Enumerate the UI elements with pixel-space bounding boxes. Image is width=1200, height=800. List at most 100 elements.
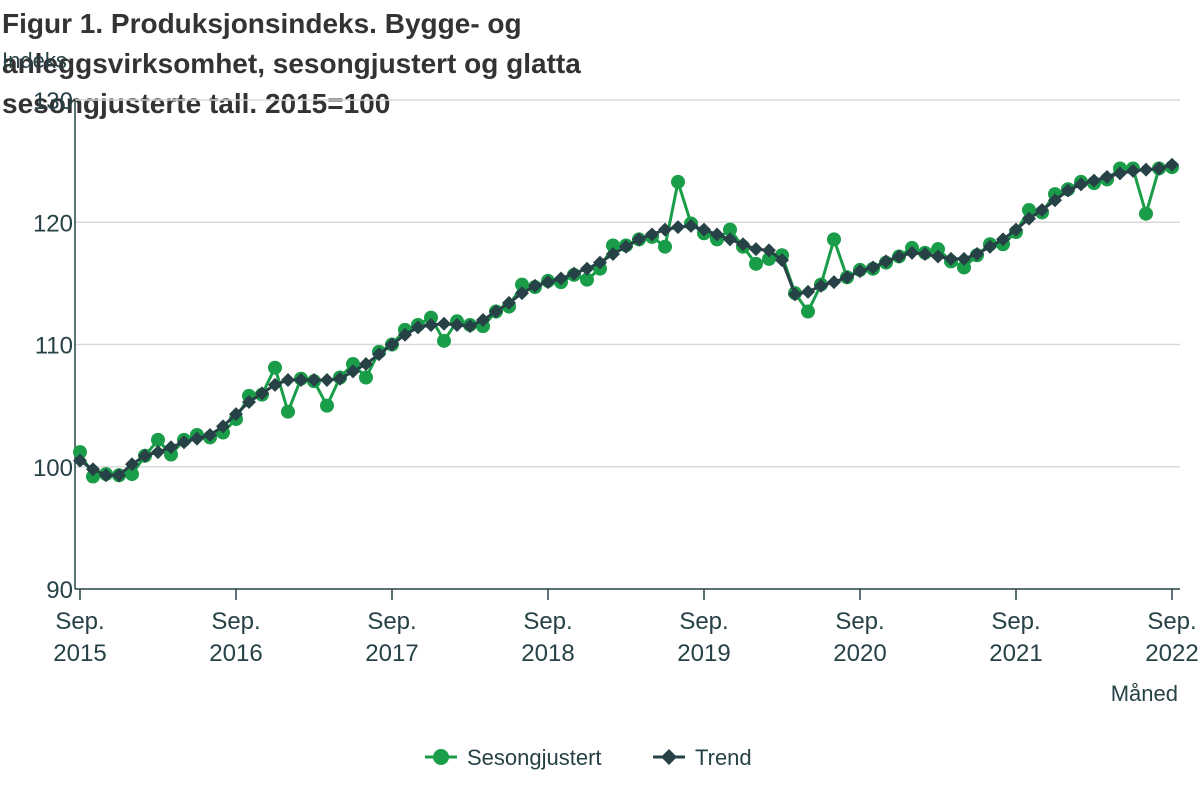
y-tick-label-100: 100 (33, 455, 73, 482)
point-trend-81 (1126, 163, 1140, 178)
y-axis-ticks: 90 100 110 120 130 (33, 88, 73, 604)
point-trend-41 (606, 247, 620, 262)
point-trend-33 (502, 295, 516, 310)
point-trend-46 (671, 220, 685, 235)
point-trend-6 (151, 445, 165, 460)
series-trend (73, 157, 1179, 483)
point-trend-42 (619, 239, 633, 254)
point-trend-65 (918, 247, 932, 262)
point-trend-47 (684, 218, 698, 233)
legend-label-sesongjustert: Sesongjustert (467, 745, 602, 770)
chart-title: Figur 1. Produksjonsindeks. Bygge- og an… (2, 8, 581, 119)
point-trend-21 (346, 364, 360, 379)
point-trend-51 (736, 237, 750, 252)
point-trend-59 (840, 270, 854, 285)
point-trend-9 (190, 431, 204, 446)
x-tick-year-2015: 2015 (53, 640, 106, 667)
point-trend-24 (385, 337, 399, 352)
point-trend-37 (554, 271, 568, 286)
point-trend-49 (710, 227, 724, 242)
point-trend-25 (398, 327, 412, 342)
x-tick-month-2021: Sep. (991, 608, 1040, 635)
point-sesongjustert-39 (580, 272, 594, 287)
point-trend-16 (281, 372, 295, 387)
y-axis-title: Indeks (2, 48, 67, 73)
point-trend-54 (775, 253, 789, 268)
point-trend-44 (645, 227, 659, 242)
x-axis-ticks: Sep. 2015 Sep. 2016 Sep. 2017 Sep. 2018 Sep. 2019… (53, 589, 1199, 667)
legend-item-trend[interactable]: Trend (653, 745, 752, 770)
point-trend-31 (476, 313, 490, 328)
x-tick-year-2018: 2018 (521, 640, 574, 667)
series-line-trend (79, 163, 1173, 477)
point-sesongjustert-22 (359, 370, 373, 385)
point-trend-30 (463, 319, 477, 334)
point-trend-50 (723, 232, 737, 247)
series-sesongjustert (73, 160, 1179, 484)
point-trend-28 (437, 316, 451, 331)
x-tick-month-2015: Sep. (55, 608, 104, 635)
y-tick-label-130: 130 (33, 88, 73, 115)
point-trend-52 (749, 242, 763, 257)
point-sesongjustert-53 (762, 251, 776, 266)
x-axis-title: Måned (1111, 681, 1178, 706)
x-tick-year-2022: 2022 (1145, 640, 1198, 667)
point-sesongjustert-6 (151, 432, 165, 447)
point-trend-55 (788, 287, 802, 302)
point-trend-83 (1152, 161, 1166, 176)
point-trend-67 (944, 251, 958, 266)
legend[interactable]: Sesongjustert Trend (425, 745, 752, 770)
point-sesongjustert-19 (320, 398, 334, 413)
point-trend-61 (866, 260, 880, 275)
point-sesongjustert-66 (931, 242, 945, 257)
point-trend-82 (1139, 162, 1153, 177)
point-trend-66 (931, 249, 945, 264)
point-trend-57 (814, 278, 828, 293)
point-sesongjustert-45 (658, 239, 672, 254)
point-trend-43 (632, 232, 646, 247)
point-trend-62 (879, 254, 893, 269)
point-trend-70 (983, 239, 997, 254)
point-trend-60 (853, 264, 867, 279)
point-sesongjustert-41 (606, 238, 620, 253)
point-trend-58 (827, 275, 841, 290)
point-trend-26 (411, 320, 425, 335)
point-trend-2 (99, 468, 113, 483)
point-trend-69 (970, 247, 984, 262)
point-trend-35 (528, 278, 542, 293)
point-trend-20 (333, 371, 347, 386)
point-trend-32 (489, 304, 503, 319)
point-trend-3 (112, 468, 126, 483)
point-trend-72 (1009, 222, 1023, 237)
point-sesongjustert-15 (268, 360, 282, 375)
series-layer (73, 157, 1179, 484)
gridlines (75, 99, 1180, 468)
point-sesongjustert-28 (437, 333, 451, 348)
point-trend-38 (567, 266, 581, 281)
point-trend-34 (515, 286, 529, 301)
point-sesongjustert-46 (671, 174, 685, 189)
point-trend-4 (125, 457, 139, 472)
point-trend-14 (255, 386, 269, 401)
point-trend-63 (892, 249, 906, 264)
point-trend-78 (1087, 173, 1101, 188)
y-tick-label-110: 110 (35, 333, 73, 360)
point-trend-23 (372, 347, 386, 362)
point-trend-71 (996, 232, 1010, 247)
point-sesongjustert-73 (1022, 203, 1036, 218)
point-trend-68 (957, 251, 971, 266)
point-sesongjustert-7 (164, 447, 178, 462)
point-trend-19 (320, 372, 334, 387)
x-tick-year-2021: 2021 (989, 640, 1042, 667)
point-trend-45 (658, 222, 672, 237)
point-trend-74 (1035, 203, 1049, 218)
point-trend-15 (268, 377, 282, 392)
point-trend-75 (1048, 193, 1062, 208)
point-trend-27 (424, 317, 438, 332)
legend-item-sesongjustert[interactable]: Sesongjustert (425, 745, 602, 770)
point-trend-80 (1113, 166, 1127, 181)
series-line-sesongjustert (78, 165, 1173, 478)
point-trend-53 (762, 243, 776, 258)
point-trend-5 (138, 448, 152, 463)
